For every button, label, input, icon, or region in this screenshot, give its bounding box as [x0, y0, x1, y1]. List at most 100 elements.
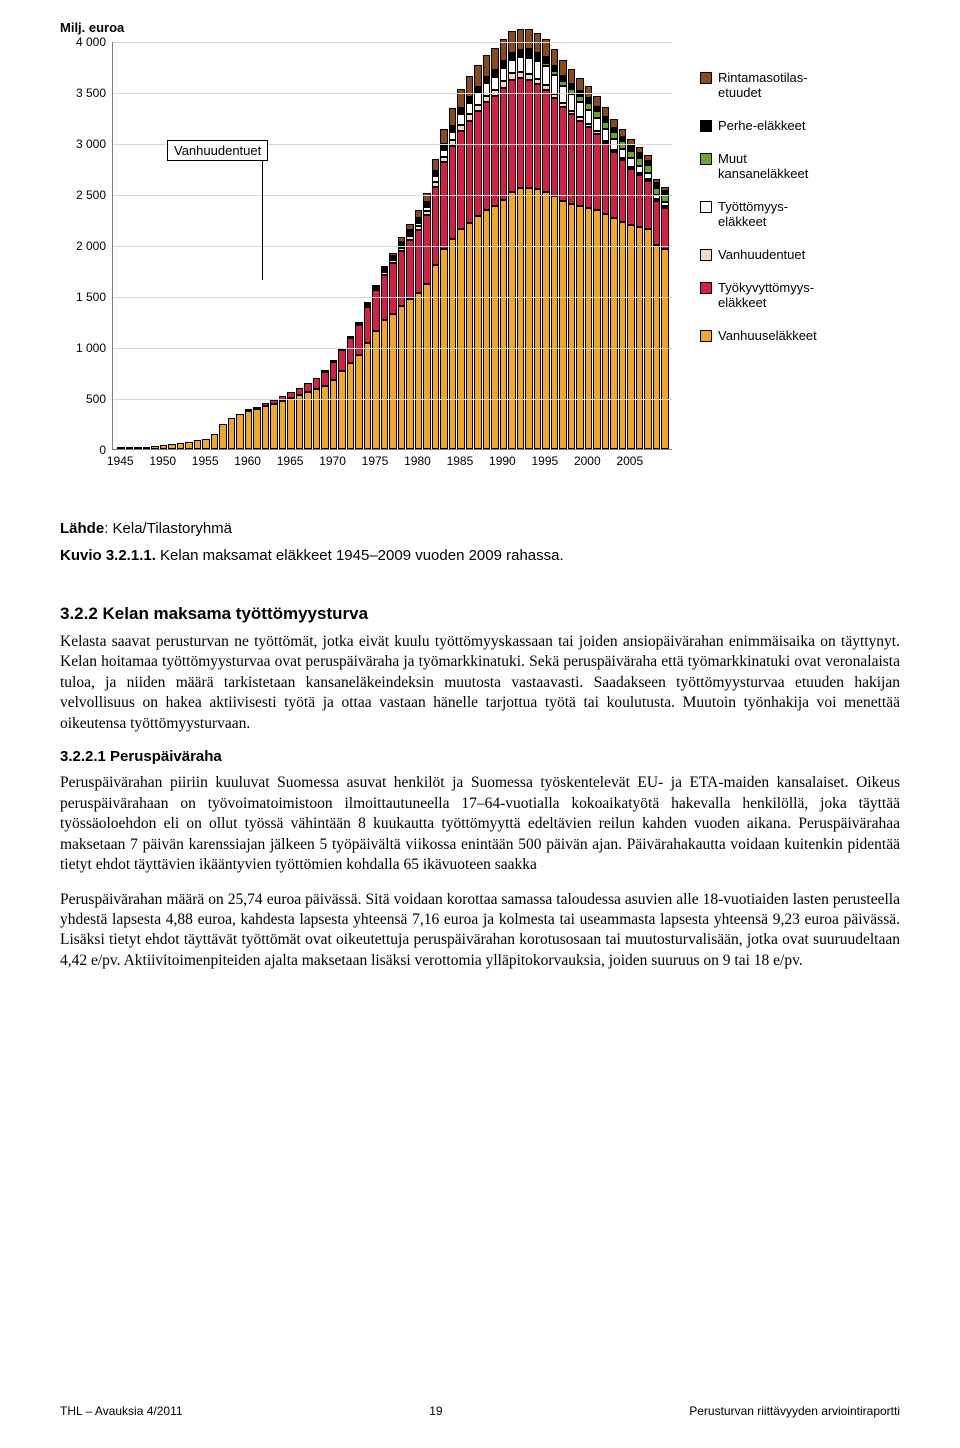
y-tick: 2 500: [76, 188, 106, 202]
figure-text: Kelan maksamat eläkkeet 1945–2009 vuoden…: [156, 547, 564, 564]
callout-line: [262, 160, 263, 280]
bar-1951: [168, 444, 176, 449]
bar-1952: [177, 443, 185, 449]
seg-tyottomyyselakkeet: [440, 150, 448, 157]
seg-tyottomyyselakkeet: [593, 118, 601, 131]
source-text: : Kela/Tilastoryhmä: [104, 520, 232, 537]
seg-perhe_elakkeet: [491, 70, 499, 77]
seg-vanhuuselakkeet: [491, 206, 499, 449]
seg-vanhuuselakkeet: [321, 386, 329, 449]
seg-tyokyvyttomyyselakkeet: [610, 152, 618, 218]
seg-tyottomyyselakkeet: [500, 68, 508, 81]
bar-1998: [568, 69, 576, 449]
seg-tyottomyyselakkeet: [551, 75, 559, 93]
seg-tyottomyyselakkeet: [517, 57, 525, 72]
seg-muut_kansanelakkeet: [619, 141, 627, 149]
seg-vanhuuselakkeet: [219, 424, 227, 450]
seg-vanhuuselakkeet: [653, 245, 661, 449]
seg-tyokyvyttomyyselakkeet: [372, 290, 380, 331]
seg-tyokyvyttomyyselakkeet: [653, 201, 661, 245]
seg-rintamasotilasetuudet: [568, 69, 576, 83]
legend-item-tyokyvyttomyyselakkeet: Työkyvyttömyys-eläkkeet: [700, 280, 890, 310]
seg-tyokyvyttomyyselakkeet: [627, 169, 635, 225]
bar-1974: [364, 302, 372, 449]
seg-tyottomyyselakkeet: [602, 129, 610, 141]
seg-vanhuuselakkeet: [389, 314, 397, 449]
seg-vanhuuselakkeet: [508, 192, 516, 449]
seg-tyokyvyttomyyselakkeet: [440, 162, 448, 249]
seg-rintamasotilasetuudet: [602, 107, 610, 117]
seg-vanhuuselakkeet: [474, 216, 482, 449]
legend-item-vanhuuselakkeet: Vanhuuseläkkeet: [700, 328, 890, 343]
bar-1994: [534, 33, 542, 449]
pension-chart: Milj. euroa 05001 0001 5002 0002 5003 00…: [60, 20, 900, 500]
callout-label: Vanhuudentuet: [167, 140, 268, 161]
section-heading-322: 3.2.2 Kelan maksama työttömyysturva: [60, 604, 900, 624]
y-axis: 05001 0001 5002 0002 5003 0003 5004 000: [60, 42, 112, 450]
seg-rintamasotilasetuudet: [627, 139, 635, 146]
seg-vanhuuselakkeet: [661, 249, 669, 449]
seg-rintamasotilasetuudet: [440, 129, 448, 144]
seg-tyokyvyttomyyselakkeet: [457, 131, 465, 229]
seg-vanhuuselakkeet: [610, 218, 618, 449]
y-tick: 1 500: [76, 290, 106, 304]
seg-tyokyvyttomyyselakkeet: [568, 114, 576, 204]
bar-2008: [653, 179, 661, 449]
seg-muut_kansanelakkeet: [636, 158, 644, 166]
seg-rintamasotilasetuudet: [576, 78, 584, 91]
legend-item-perhe_elakkeet: Perhe-eläkkeet: [700, 118, 890, 133]
seg-rintamasotilasetuudet: [432, 159, 440, 171]
seg-tyottomyyselakkeet: [559, 86, 567, 103]
seg-vanhuuselakkeet: [534, 189, 542, 449]
bar-1962: [262, 403, 270, 449]
seg-vanhuuselakkeet: [551, 196, 559, 449]
seg-tyokyvyttomyyselakkeet: [585, 127, 593, 209]
y-tick: 0: [99, 443, 106, 457]
legend-label: Muutkansaneläkkeet: [718, 151, 808, 181]
legend-swatch: [700, 72, 712, 84]
bar-2005: [627, 139, 635, 449]
y-tick: 500: [86, 392, 106, 406]
legend-swatch: [700, 282, 712, 294]
bar-1992: [517, 29, 525, 449]
bar-1990: [500, 39, 508, 449]
seg-vanhuuselakkeet: [338, 371, 346, 449]
bar-1946: [126, 447, 134, 449]
seg-tyokyvyttomyyselakkeet: [644, 181, 652, 229]
seg-tyokyvyttomyyselakkeet: [364, 307, 372, 343]
bar-1949: [151, 446, 159, 449]
seg-tyokyvyttomyyselakkeet: [474, 111, 482, 216]
gridline: [113, 246, 672, 247]
legend-swatch: [700, 330, 712, 342]
seg-tyokyvyttomyyselakkeet: [534, 84, 542, 189]
footer-left: THL – Avauksia 4/2011: [60, 1404, 183, 1418]
seg-vanhuuselakkeet: [279, 401, 287, 449]
seg-vanhuuselakkeet: [517, 188, 525, 449]
page-footer: THL – Avauksia 4/2011 19 Perusturvan rii…: [60, 1404, 900, 1418]
x-tick: 2000: [574, 454, 601, 468]
x-tick: 1995: [532, 454, 559, 468]
y-tick: 4 000: [76, 35, 106, 49]
bar-1960: [245, 409, 253, 449]
bar-1948: [143, 447, 151, 449]
bar-2004: [619, 129, 627, 449]
figure-caption: Kuvio 3.2.1.1. Kelan maksamat eläkkeet 1…: [60, 547, 900, 564]
seg-tyokyvyttomyyselakkeet: [542, 90, 550, 192]
seg-vanhuuselakkeet: [440, 249, 448, 449]
y-tick: 3 000: [76, 137, 106, 151]
seg-vanhuuselakkeet: [134, 447, 142, 449]
bar-2002: [602, 107, 610, 449]
bar-1970: [330, 360, 338, 449]
seg-vanhuuselakkeet: [559, 201, 567, 449]
seg-tyottomyyselakkeet: [491, 77, 499, 90]
bar-1975: [372, 285, 380, 449]
seg-tyottomyyselakkeet: [466, 103, 474, 114]
seg-vanhuuselakkeet: [262, 406, 270, 449]
seg-tyokyvyttomyyselakkeet: [508, 80, 516, 192]
seg-rintamasotilasetuudet: [457, 89, 465, 109]
seg-vanhuuselakkeet: [151, 446, 159, 449]
seg-vanhuuselakkeet: [525, 188, 533, 449]
seg-tyottomyyselakkeet: [627, 158, 635, 166]
bar-1979: [406, 224, 414, 449]
seg-muut_kansanelakkeet: [593, 111, 601, 118]
